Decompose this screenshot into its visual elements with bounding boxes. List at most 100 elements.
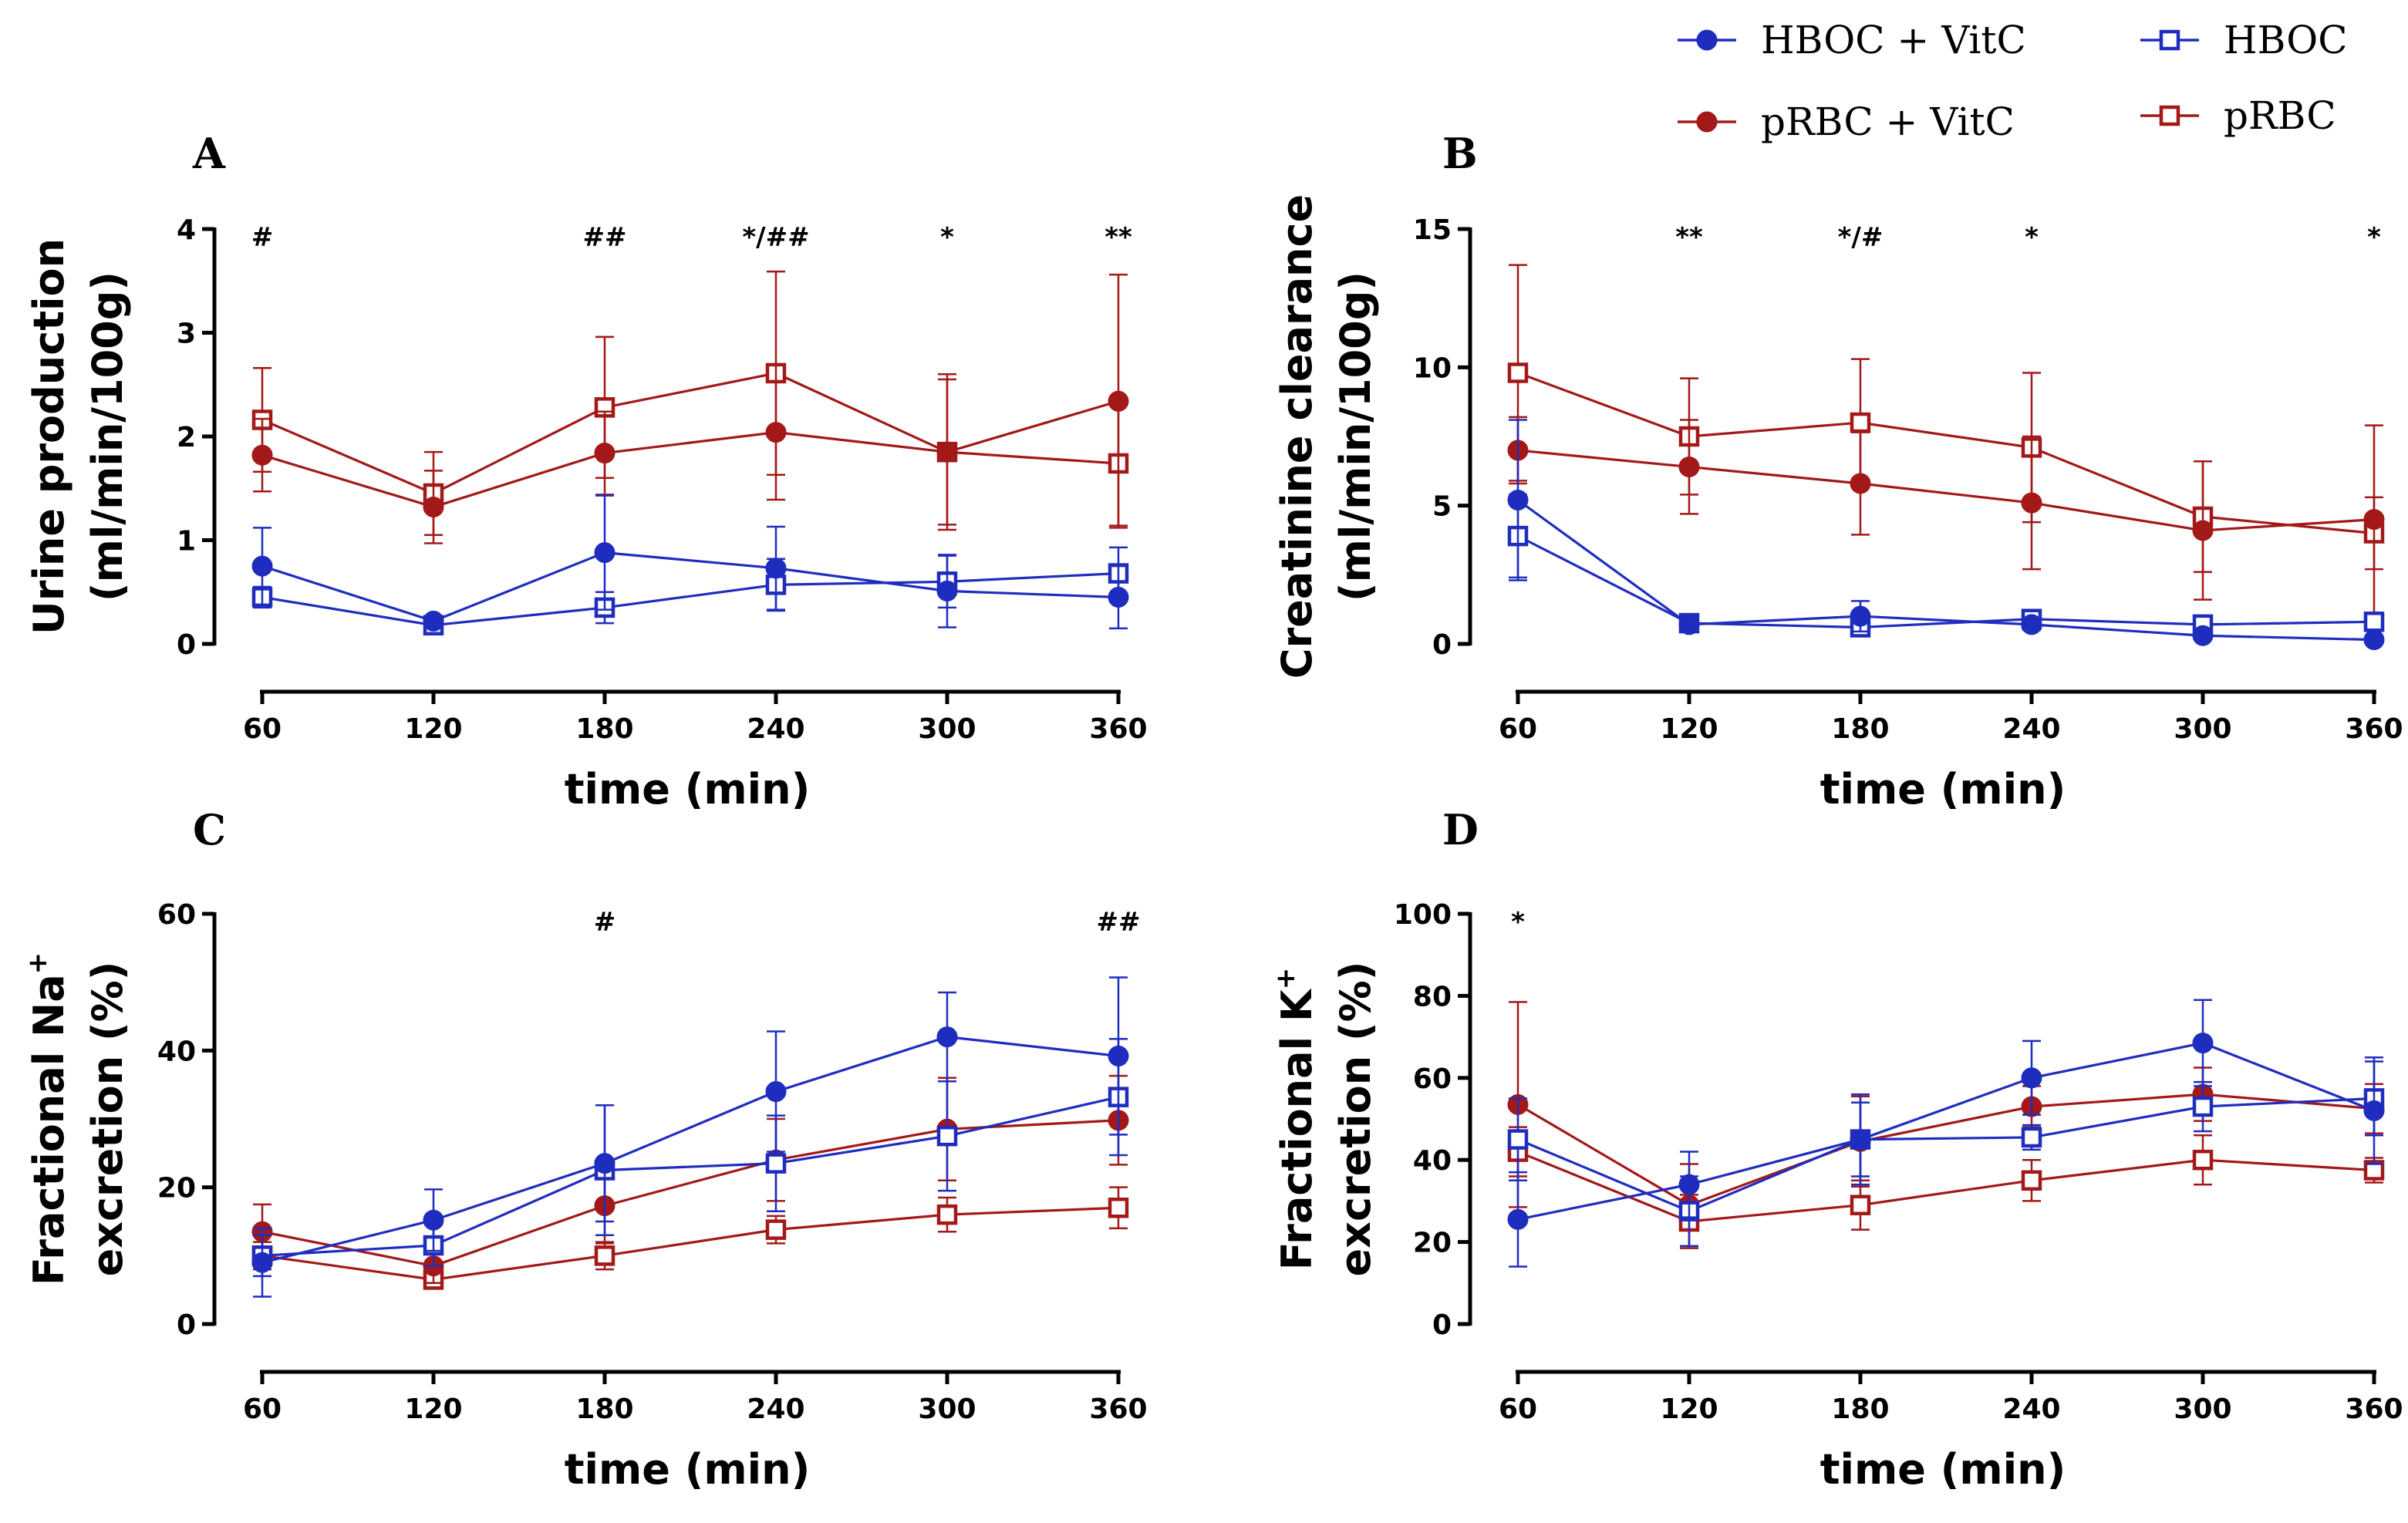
data-point [936,1026,958,1048]
significance-label: * [2025,222,2039,253]
x-tick-label: 120 [1660,713,1718,745]
legend-item: pRBC [2140,93,2336,138]
panel-b: B 0 5 10 15 60 120 180 240 300 360 time (min) Creati… [1273,129,2403,814]
significance-label: ## [583,222,627,253]
significance-annotations: # ## */## * ** [251,222,1132,253]
data-point [2021,1127,2042,1148]
data-point [2021,492,2042,514]
x-tick-label: 120 [1660,1393,1718,1425]
series-hboc-vitc [251,976,1129,1298]
data-point [2021,1067,2042,1089]
x-tick-label: 360 [2345,713,2403,745]
x-axis: 60 120 180 240 300 360 [1499,689,2403,745]
y-tick-label: 20 [1413,1228,1452,1259]
data-point [1850,1129,1871,1151]
series-prbc [1507,264,2385,573]
series-prbc-vitc [1507,416,2385,615]
series-hboc-vitc [1507,999,2385,1268]
y-tick-label: 10 [1413,352,1452,384]
x-axis-title: time (min) [1820,1445,2066,1494]
data-point [2192,1096,2214,1117]
y-tick-label: 100 [1394,899,1452,931]
data-point [594,1153,615,1174]
data-point [251,444,273,466]
x-tick-label: 240 [2002,1393,2060,1425]
series-line [261,399,1119,509]
y-axis: 0 20 40 60 80 100 [1394,899,1472,1341]
series-hboc-vitc [251,494,1129,632]
y-tick-label: 40 [157,1036,196,1067]
data-point [1507,362,1529,383]
y-tick-label: 60 [1413,1063,1452,1095]
data-point [594,1245,615,1266]
y-tick-label: 0 [1432,629,1452,661]
x-tick-label: 300 [918,1393,976,1425]
y-tick-label: 20 [157,1173,196,1205]
series-prbc-vitc [251,273,1129,544]
significance-label: * [1511,907,1525,938]
panels: A 0 1 2 3 4 60 120 180 240 300 360 time (min) Urine p… [22,129,2403,1494]
y-tick-label: 5 [1432,491,1452,523]
series-line [261,571,1119,627]
x-tick-label: 360 [2345,1393,2403,1425]
series-line [261,1206,1119,1281]
y-axis: 0 20 40 60 [157,899,217,1341]
x-tick-label: 180 [575,713,633,745]
data-point [1850,605,1871,627]
series-line [1517,499,2375,642]
data-point [1850,412,1871,433]
data-point [2363,509,2385,531]
y-tick-label: 0 [1432,1309,1452,1341]
legend-item: HBOC [2140,18,2348,62]
legend-item: pRBC + VitC [1678,99,2015,144]
series-hboc [1507,1060,2385,1248]
panel-letter: D [1442,805,1479,854]
data-point [1507,489,1529,510]
data-point [2363,629,2385,651]
panel-a: A 0 1 2 3 4 60 120 180 240 300 360 time (min) Urine p… [25,129,1148,814]
x-tick-label: 300 [2174,1393,2231,1425]
significance-label: # [594,907,616,938]
x-tick-label: 240 [747,713,804,745]
significance-label: * [940,222,954,253]
significance-label: */# [1838,222,1884,253]
panel-c: C 0 20 40 60 60 120 180 240 300 360 time (min) Fract… [22,805,1148,1494]
y-axis-title: Creatinine clearance [1273,194,1321,679]
data-point [2192,1033,2214,1054]
significance-annotations: # ## [594,907,1141,938]
data-point [1850,1194,1871,1215]
x-axis-title: time (min) [565,765,811,814]
data-point [423,496,444,517]
x-tick-label: 240 [747,1393,804,1425]
y-tick-label: 40 [1413,1145,1452,1177]
legend-label: pRBC + VitC [1761,99,2015,144]
x-tick-label: 180 [575,1393,633,1425]
significance-label: ** [1105,222,1132,253]
data-point [1108,1198,1129,1218]
significance-label: # [251,222,274,253]
y-axis-title: Urine production [25,238,73,635]
data-point [765,1153,787,1174]
legend-marker [2159,29,2180,51]
legend-label: HBOC [2224,18,2348,62]
x-tick-label: 300 [918,713,976,745]
x-axis: 60 120 180 240 300 360 [243,1370,1148,1425]
data-point [765,1219,787,1240]
series-line [1517,1041,2375,1221]
y-tick-label: 0 [177,629,196,661]
y-axis: 0 1 2 3 4 [177,214,217,661]
data-point [765,422,787,443]
legend-marker [2159,105,2180,126]
legend-marker [1696,29,1718,51]
y-tick-label: 2 [177,422,196,453]
series-hboc [1507,494,2385,638]
series-line [261,1119,1119,1268]
data-point [1108,586,1129,608]
x-tick-label: 60 [243,1393,282,1425]
y-tick-label: 60 [157,899,196,931]
legend-marker [1696,111,1718,133]
series-hboc [251,1038,1129,1278]
data-point [765,1081,787,1103]
data-point [936,441,958,463]
data-point [1678,1174,1700,1195]
